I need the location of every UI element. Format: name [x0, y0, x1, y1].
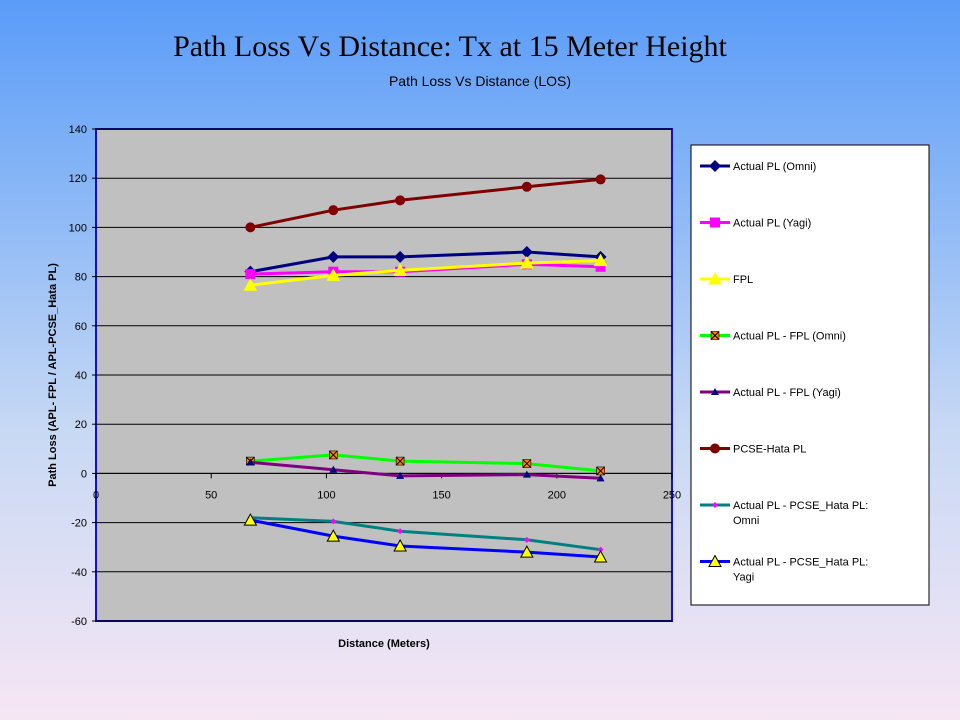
data-point [328, 205, 339, 216]
data-point [393, 263, 407, 276]
legend-item: Actual PL - FPL (Yagi) [700, 387, 841, 399]
y-tick-label: 80 [75, 272, 87, 284]
data-point [596, 474, 605, 482]
data-point [520, 545, 534, 558]
legend-label: Actual PL - FPL (Yagi) [733, 387, 841, 399]
legend-item: Actual PL - PCSE_Hata PL: Yagi [700, 554, 868, 584]
data-point [396, 471, 405, 479]
data-point [395, 195, 406, 206]
data-point [243, 513, 258, 526]
data-point [595, 261, 606, 272]
chart-title: Path Loss Vs Distance (LOS) [389, 73, 571, 89]
legend-marker [710, 443, 720, 454]
data-point [329, 465, 338, 473]
legend-marker [711, 388, 719, 395]
y-tick-label: -20 [71, 518, 87, 530]
legend-marker [709, 160, 721, 172]
legend-label: PCSE-Hata PL [733, 444, 806, 456]
series-8 [243, 513, 608, 563]
x-tick-label: 150 [432, 489, 450, 501]
y-tick-label: 0 [81, 468, 87, 480]
y-tick-label: 20 [75, 419, 87, 431]
data-point [243, 278, 258, 291]
legend-item: Actual PL (Yagi) [700, 217, 811, 230]
series-4 [246, 450, 605, 476]
y-tick-label: 100 [69, 222, 87, 234]
data-point [523, 536, 530, 543]
data-point [395, 456, 405, 466]
legend-item: Actual PL - FPL (Omni) [700, 331, 846, 343]
x-axis-title: Distance (Meters) [338, 638, 430, 650]
data-point [521, 181, 532, 192]
legend-label: Actual PL - FPL (Omni) [733, 331, 846, 343]
legend-label: Actual PL - PCSE_Hata PL: Omni [733, 500, 868, 527]
data-point [520, 256, 534, 269]
legend-label: FPL [733, 274, 753, 286]
y-tick-label: 40 [75, 370, 87, 382]
y-tick-label: 60 [75, 321, 87, 333]
series-layer [243, 174, 608, 563]
x-tick-label: 50 [205, 489, 217, 501]
y-tick-label: -60 [71, 616, 87, 628]
data-point [520, 246, 533, 258]
y-tick-label: -40 [71, 567, 87, 579]
slide-title: Path Loss Vs Distance: Tx at 15 Meter He… [173, 30, 727, 63]
data-point [327, 250, 340, 263]
series-3 [243, 253, 608, 291]
legend-marker [708, 554, 722, 567]
series-6 [245, 174, 606, 233]
data-point [393, 538, 407, 552]
data-point [245, 269, 256, 280]
data-point [597, 546, 604, 553]
legend-item: FPL [700, 271, 753, 286]
data-point [246, 458, 255, 466]
series-5 [246, 458, 605, 482]
legend [690, 144, 930, 606]
data-point [326, 268, 341, 281]
legend-label: Actual PL (Omni) [733, 161, 816, 173]
legend-marker [710, 217, 720, 228]
legend-label: Actual PL (Yagi) [733, 218, 811, 230]
y-axis-ticks: -60 -40 -20 0 20 40 60 80 100 120 140 [69, 124, 96, 628]
legend-items: Actual PL (Omni) Actual PL (Yagi) FPL Actua… [700, 160, 868, 584]
legend-marker [708, 271, 722, 285]
y-tick-label: 140 [69, 124, 87, 136]
y-axis-title: Path Loss (APL- FPL / APL-PCSE_Hata PL) [47, 263, 59, 487]
data-point [397, 528, 404, 535]
legend-label: Actual PL - PCSE_Hata PL: Yagi [733, 557, 868, 584]
data-point [522, 470, 531, 478]
data-point [593, 549, 608, 563]
data-point [330, 518, 337, 525]
data-point [596, 466, 605, 476]
data-point [593, 253, 608, 267]
x-tick-label: 0 [93, 489, 99, 501]
data-point [394, 250, 407, 263]
legend-item: PCSE-Hata PL [700, 443, 806, 456]
data-point [595, 174, 606, 185]
y-tick-label: 120 [69, 173, 87, 185]
data-point [522, 459, 532, 468]
x-tick-label: 100 [317, 489, 335, 501]
series-7 [247, 514, 604, 553]
data-point [326, 529, 341, 542]
data-point [328, 450, 338, 460]
legend-marker [710, 331, 720, 340]
legend-item: Actual PL - PCSE_Hata PL: Omni [700, 500, 868, 527]
legend-item: Actual PL (Omni) [700, 160, 816, 173]
x-tick-label: 200 [548, 489, 566, 501]
data-point [245, 222, 256, 233]
x-tick-label: 250 [663, 489, 681, 501]
legend-marker [712, 502, 718, 508]
